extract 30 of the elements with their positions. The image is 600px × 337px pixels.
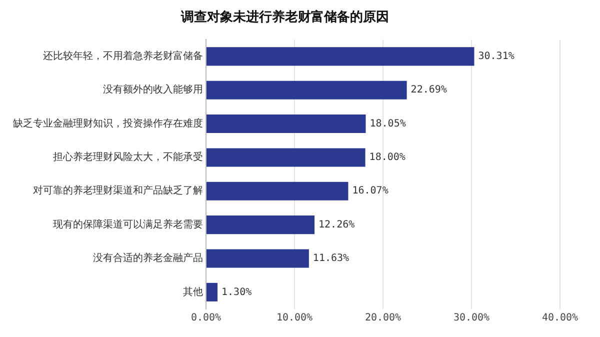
y-tick-label: 其他	[183, 286, 203, 298]
data-label: 22.69%	[410, 84, 447, 96]
data-label: 18.00%	[369, 152, 406, 164]
bar	[206, 80, 407, 100]
y-tick-label: 担心养老理财风险太大，不能承受	[53, 151, 203, 164]
x-tick-label: 20.00%	[364, 312, 402, 324]
data-label: 11.63%	[312, 253, 350, 264]
x-tick-label: 30.00%	[453, 312, 490, 324]
data-label: 18.05%	[370, 118, 406, 130]
bar	[206, 47, 474, 66]
bar	[206, 114, 366, 134]
x-tick-label: 0.00%	[190, 312, 222, 324]
bar	[206, 148, 366, 167]
data-label: 30.31%	[478, 51, 514, 62]
y-tick-label: 没有合适的养老金融产品	[93, 252, 203, 264]
bar	[206, 282, 218, 302]
y-tick-label: 对可靠的养老理财渠道和产品缺乏了解	[33, 184, 203, 197]
bar	[206, 182, 348, 200]
bar	[206, 216, 314, 234]
y-tick-label: 缺乏专业金融理财知识，投资操作存在难度	[13, 117, 203, 130]
y-tick-label: 现有的保障渠道可以满足养老需要	[53, 218, 203, 230]
data-label: 1.30%	[222, 286, 252, 298]
bar	[206, 249, 309, 268]
x-tick-label: 10.00%	[276, 312, 313, 324]
data-label: 16.07%	[352, 186, 388, 197]
y-tick-label: 没有额外的收入能够用	[103, 84, 203, 96]
y-tick-label: 还比较年轻，不用着急养老财富储备	[43, 50, 203, 62]
chart-title: 调查对象未进行养老财富储备的原因	[180, 9, 389, 26]
data-label: 12.26%	[318, 219, 355, 230]
x-tick-label: 40.00%	[542, 312, 578, 324]
